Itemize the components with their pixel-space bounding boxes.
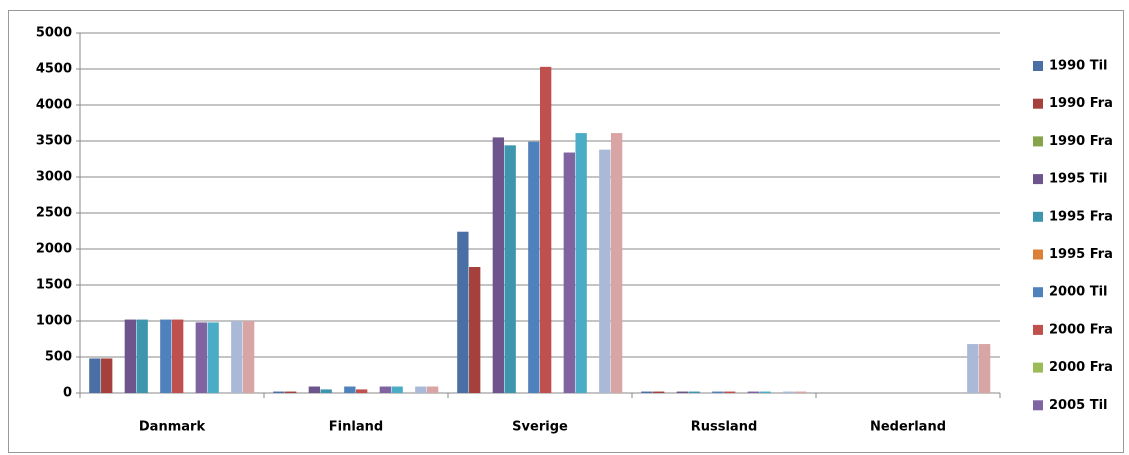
- legend-label: 1995 Til: [1049, 172, 1108, 187]
- legend-label: 1990 Fra: [1049, 96, 1113, 111]
- legend-swatch: [1033, 287, 1043, 298]
- x-tick-label: Russland: [691, 420, 758, 435]
- bar: [759, 391, 771, 393]
- legend-swatch: [1033, 98, 1043, 109]
- bar: [504, 145, 516, 393]
- chart-frame: [8, 10, 1124, 453]
- bar: [195, 322, 207, 393]
- y-tick-label: 2000: [36, 242, 72, 257]
- bar: [124, 319, 137, 393]
- bar: [978, 344, 991, 393]
- legend-swatch: [1033, 362, 1043, 373]
- legend-label: 2000 Fra: [1049, 360, 1113, 375]
- legend-swatch: [1033, 400, 1043, 411]
- legend-label: 2000 Fra: [1049, 322, 1113, 337]
- bar: [136, 319, 148, 393]
- y-tick-label: 1500: [36, 278, 72, 293]
- bar: [688, 391, 700, 393]
- bar: [457, 231, 469, 393]
- bar: [563, 152, 575, 393]
- bar: [492, 137, 505, 393]
- bar: [967, 344, 979, 393]
- bar: [676, 391, 689, 393]
- legend-swatch: [1033, 174, 1043, 185]
- bar: [172, 319, 184, 393]
- legend-label: 1995 Fra: [1049, 247, 1113, 262]
- bar: [231, 321, 243, 393]
- bar: [242, 321, 255, 393]
- bar: [344, 386, 356, 393]
- y-tick-label: 2500: [36, 206, 72, 221]
- bar: [415, 386, 427, 393]
- y-tick-label: 5000: [36, 26, 72, 41]
- bar: [653, 391, 665, 393]
- bar: [528, 141, 540, 393]
- bar: [610, 133, 623, 393]
- y-tick-label: 4500: [36, 62, 72, 77]
- y-tick-label: 3500: [36, 134, 72, 149]
- bar: [575, 133, 587, 393]
- bar: [540, 66, 552, 393]
- x-tick-label: Sverige: [512, 420, 568, 435]
- y-tick-label: 3000: [36, 170, 72, 185]
- bar: [207, 322, 219, 393]
- legend-swatch: [1033, 324, 1043, 335]
- legend-label: 2005 Til: [1049, 398, 1108, 413]
- legend-swatch: [1033, 211, 1043, 222]
- legend-swatch: [1033, 61, 1043, 71]
- x-tick-label: Nederland: [870, 420, 946, 435]
- bar: [426, 386, 439, 393]
- y-tick-label: 1000: [36, 314, 72, 329]
- bar: [308, 386, 321, 393]
- bar: [747, 391, 759, 393]
- bar: [724, 391, 736, 393]
- bar: [379, 386, 391, 393]
- bar: [783, 391, 795, 393]
- bar: [285, 391, 297, 393]
- bar: [273, 391, 285, 393]
- bar: [320, 389, 332, 393]
- bar: [391, 386, 403, 393]
- legend-swatch: [1033, 136, 1043, 147]
- x-tick-label: Danmark: [139, 420, 206, 435]
- bar: [469, 267, 481, 393]
- legend-swatch: [1033, 249, 1043, 260]
- bar: [641, 391, 653, 393]
- y-tick-label: 0: [63, 386, 72, 401]
- x-tick-label: Finland: [329, 420, 383, 435]
- bar: [794, 391, 807, 393]
- bar: [101, 358, 113, 393]
- bar: [89, 358, 101, 393]
- y-tick-label: 500: [45, 350, 72, 365]
- legend-label: 1990 Fra: [1049, 134, 1113, 149]
- bar: [160, 319, 172, 393]
- legend-label: 1990 Til: [1049, 59, 1108, 74]
- legend-label: 1995 Fra: [1049, 209, 1113, 224]
- bar: [712, 391, 724, 393]
- bar: [356, 389, 368, 393]
- y-tick-label: 4000: [36, 98, 72, 113]
- legend-label: 2000 Til: [1049, 285, 1108, 300]
- bar: [599, 149, 611, 393]
